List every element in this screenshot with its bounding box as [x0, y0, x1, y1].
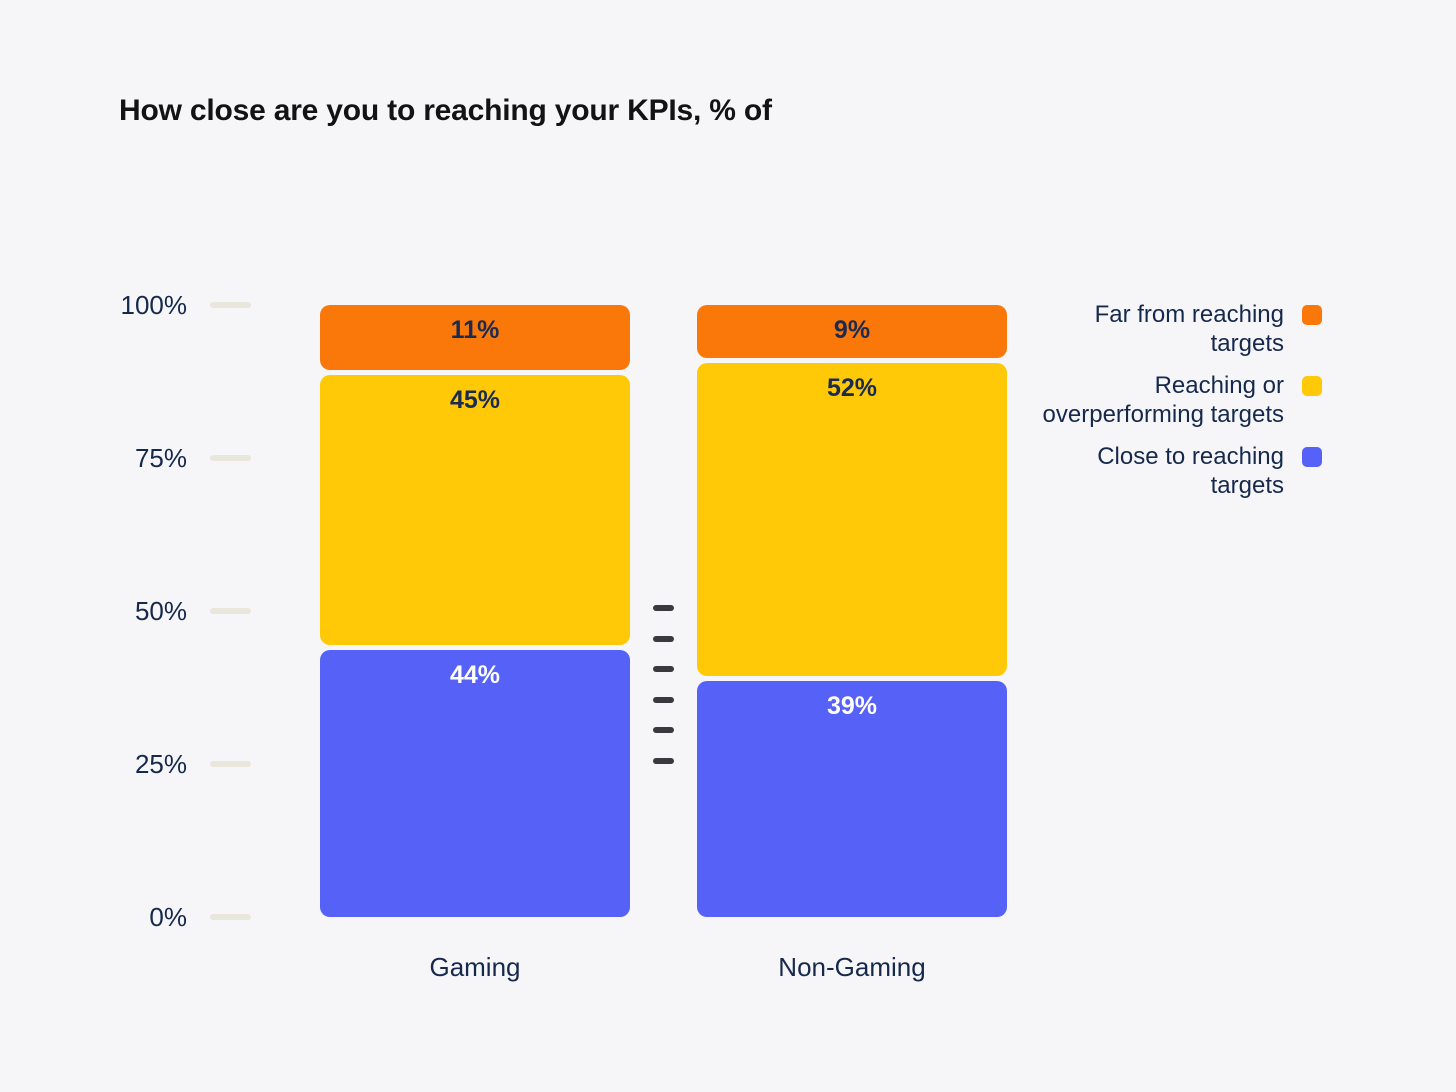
- legend-label: Close to reaching targets: [1097, 443, 1284, 499]
- chart-title: How close are you to reaching your KPIs,…: [119, 94, 772, 127]
- bar-segment-gaming-close-to-reaching-targets: 44%: [320, 650, 630, 917]
- divider-dash: [653, 727, 674, 734]
- legend-swatch-reaching-or-overperforming-targets: [1302, 376, 1322, 396]
- bar-value-label: 39%: [826, 691, 878, 720]
- legend-item-reaching-or-overperforming-targets: Reaching or overperforming targets: [1036, 371, 1322, 429]
- y-tick-label: 50%: [134, 596, 187, 626]
- bar-segment-non-gaming-far-from-reaching-targets: 9%: [697, 305, 1007, 358]
- y-tick-label: 0%: [149, 902, 187, 932]
- bar-segment-non-gaming-reaching-or-overperforming-targets: 52%: [697, 362, 1007, 676]
- y-tick-row-25: 25%: [0, 749, 251, 779]
- divider-dash: [653, 696, 674, 703]
- legend-label: Far from reaching targets: [1094, 301, 1284, 357]
- legend-item-far-from-reaching-targets: Far from reaching targets: [1036, 300, 1322, 358]
- y-tick-row-0: 0%: [0, 902, 251, 932]
- legend-item-close-to-reaching-targets: Close to reaching targets: [1036, 442, 1322, 500]
- category-label-non-gaming: Non-Gaming: [778, 952, 926, 982]
- bar-value-label: 9%: [833, 316, 871, 344]
- y-tick-label: 75%: [134, 443, 187, 473]
- legend-swatch-far-from-reaching-targets: [1302, 305, 1322, 325]
- y-tick-mark: [210, 761, 251, 767]
- category-label-gaming: Gaming: [429, 952, 521, 982]
- y-tick-mark: [210, 455, 251, 461]
- divider-dash: [653, 758, 674, 764]
- y-tick-row-100: 100%: [0, 290, 251, 320]
- bar-value-label: 44%: [449, 661, 501, 690]
- divider-dash: [653, 666, 674, 673]
- y-tick-row-50: 50%: [0, 596, 251, 626]
- divider-dash: [653, 605, 674, 611]
- divider-dash: [653, 635, 674, 642]
- legend-swatch-close-to-reaching-targets: [1302, 447, 1322, 467]
- bar-value-label: 45%: [449, 385, 501, 414]
- legend: Far from reaching targets Reaching or ove…: [1036, 300, 1322, 500]
- y-tick-label: 100%: [120, 290, 188, 320]
- y-tick-label: 25%: [134, 749, 187, 779]
- y-tick-mark: [210, 914, 251, 920]
- y-tick-mark: [210, 608, 251, 614]
- bar-segment-non-gaming-close-to-reaching-targets: 39%: [697, 680, 1007, 917]
- legend-label: Reaching or overperforming targets: [1042, 372, 1284, 428]
- bar-value-label: 52%: [826, 373, 878, 402]
- bar-segment-gaming-far-from-reaching-targets: 11%: [320, 305, 630, 370]
- bar-value-label: 11%: [450, 316, 500, 344]
- bar-segment-gaming-reaching-or-overperforming-targets: 45%: [320, 374, 630, 646]
- y-tick-mark: [210, 302, 251, 308]
- y-tick-row-75: 75%: [0, 443, 251, 473]
